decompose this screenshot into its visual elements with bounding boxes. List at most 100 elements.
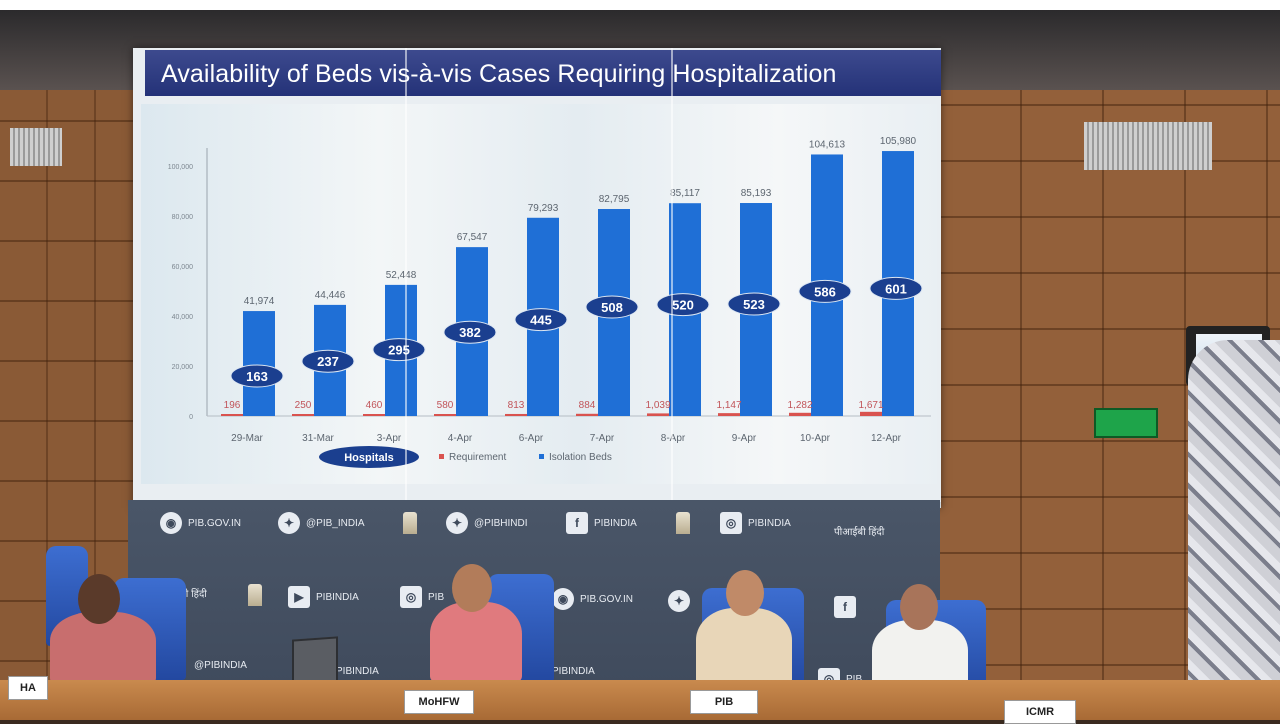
requirement-bar bbox=[292, 414, 314, 416]
backdrop-item: ◉ PIB.GOV.IN bbox=[552, 588, 633, 610]
isolation-beds-bar bbox=[243, 311, 275, 416]
backdrop-item: f PIBINDIA bbox=[566, 512, 637, 534]
bar-chart: 0 20,000 40,000 60,000 80,000 100,000 41,974 19… bbox=[168, 136, 931, 468]
requirement-label: 250 bbox=[295, 400, 312, 411]
requirement-bar bbox=[718, 413, 740, 416]
y-tick-label: 80,000 bbox=[172, 214, 194, 221]
isolation-beds-label: 105,980 bbox=[880, 136, 917, 147]
backdrop-item: ◎ PIB bbox=[400, 586, 444, 608]
legend-beds-swatch bbox=[539, 454, 544, 459]
hospitals-label: 601 bbox=[885, 281, 907, 296]
exit-sign bbox=[1094, 408, 1158, 438]
laptop bbox=[292, 636, 338, 686]
requirement-label: 196 bbox=[224, 400, 241, 411]
twitter-bird-icon: ✦ bbox=[278, 512, 300, 534]
isolation-beds-label: 41,974 bbox=[244, 296, 275, 307]
y-tick-label: 0 bbox=[189, 414, 193, 421]
hospitals-label: 163 bbox=[246, 369, 268, 384]
isolation-beds-label: 85,193 bbox=[741, 188, 772, 199]
panelist-head bbox=[900, 584, 938, 630]
projection-screen: Availability of Beds vis-à-vis Cases Req… bbox=[133, 48, 941, 508]
backdrop-item: PIBINDIA bbox=[336, 666, 379, 677]
panelist-head bbox=[452, 564, 492, 612]
slide-title: Availability of Beds vis-à-vis Cases Req… bbox=[161, 60, 837, 88]
hospitals-label: 382 bbox=[459, 325, 481, 340]
instagram-icon: ◎ bbox=[400, 586, 422, 608]
national-emblem-icon bbox=[403, 512, 417, 534]
isolation-beds-label: 52,448 bbox=[386, 270, 417, 281]
desk bbox=[0, 680, 1280, 720]
pib-logo-icon: ◉ bbox=[160, 512, 182, 534]
panelist-head bbox=[726, 570, 764, 616]
backdrop-item: ✦ bbox=[668, 590, 690, 612]
requirement-label: 884 bbox=[579, 400, 596, 411]
x-tick-label: 8-Apr bbox=[661, 433, 686, 444]
hospitals-marker bbox=[301, 349, 355, 373]
y-tick-label: 100,000 bbox=[168, 164, 193, 171]
x-tick-label: 9-Apr bbox=[732, 433, 757, 444]
youtube-icon: ▶ bbox=[288, 586, 310, 608]
facebook-icon: f bbox=[834, 596, 856, 618]
panelist-head bbox=[78, 574, 120, 624]
hospitals-marker bbox=[869, 276, 923, 300]
isolation-beds-label: 85,117 bbox=[670, 188, 700, 199]
backdrop-item: PIBINDIA bbox=[552, 666, 595, 677]
hospitals-label: 586 bbox=[814, 284, 836, 299]
hospitals-label: 295 bbox=[388, 343, 410, 358]
hospitals-marker bbox=[727, 292, 781, 316]
hospitals-marker bbox=[514, 308, 568, 332]
panelist bbox=[696, 608, 792, 688]
air-vent-left bbox=[10, 128, 62, 166]
isolation-beds-label: 79,293 bbox=[528, 203, 559, 214]
hospitals-label: 237 bbox=[317, 354, 339, 369]
facebook-icon: f bbox=[566, 512, 588, 534]
requirement-bar bbox=[576, 413, 598, 416]
chart-panel: 0 20,000 40,000 60,000 80,000 100,000 41,974 19… bbox=[141, 104, 937, 484]
x-tick-label: 29-Mar bbox=[231, 433, 263, 444]
backdrop-item: @PIBINDIA bbox=[194, 660, 247, 671]
isolation-beds-label: 82,795 bbox=[599, 194, 630, 205]
legend-requirement-swatch bbox=[439, 454, 444, 459]
legend-requirement-label: Requirement bbox=[449, 452, 506, 463]
x-tick-label: 6-Apr bbox=[519, 433, 544, 444]
backdrop-item: ◉ PIB.GOV.IN bbox=[160, 512, 241, 534]
foreground-person bbox=[1188, 340, 1280, 720]
hospitals-marker bbox=[230, 364, 284, 388]
legend-beds-label: Isolation Beds bbox=[549, 452, 612, 463]
hospitals-label: 508 bbox=[601, 300, 623, 315]
instagram-icon: ◎ bbox=[720, 512, 742, 534]
x-tick-label: 3-Apr bbox=[377, 433, 402, 444]
x-tick-label: 31-Mar bbox=[302, 433, 334, 444]
backdrop-item: ✦ @PIB_INDIA bbox=[278, 512, 365, 534]
twitter-bird-icon: ✦ bbox=[446, 512, 468, 534]
x-tick-label: 10-Apr bbox=[800, 433, 831, 444]
requirement-label: 813 bbox=[508, 400, 525, 411]
requirement-bar bbox=[789, 412, 811, 416]
slide-title-bar: Availability of Beds vis-à-vis Cases Req… bbox=[145, 50, 941, 96]
backdrop-item bbox=[403, 512, 417, 534]
hospitals-marker bbox=[585, 295, 639, 319]
panelist bbox=[430, 602, 522, 682]
nameplate: HA bbox=[8, 676, 48, 700]
hospitals-label: 445 bbox=[530, 313, 552, 328]
requirement-label: 1,147 bbox=[716, 400, 741, 411]
hospitals-label: 520 bbox=[672, 298, 694, 313]
y-tick-label: 60,000 bbox=[172, 264, 194, 271]
y-tick-label: 40,000 bbox=[172, 314, 194, 321]
requirement-bar bbox=[505, 413, 527, 416]
backdrop-item: f bbox=[834, 596, 856, 618]
requirement-label: 1,039 bbox=[645, 400, 670, 411]
pib-logo-icon: ◉ bbox=[552, 588, 574, 610]
requirement-bar bbox=[221, 414, 243, 416]
national-emblem-icon bbox=[248, 584, 262, 606]
backdrop-item: ▶ PIBINDIA bbox=[288, 586, 359, 608]
hospitals-marker bbox=[443, 320, 497, 344]
requirement-bar bbox=[363, 414, 385, 416]
legend-hospitals-marker bbox=[319, 446, 419, 468]
isolation-beds-label: 67,547 bbox=[457, 232, 488, 243]
requirement-label: 1,282 bbox=[787, 400, 812, 411]
backdrop-item: बी हिंदी bbox=[180, 589, 207, 600]
panelist bbox=[50, 612, 156, 684]
nameplate: MoHFW bbox=[404, 690, 474, 714]
twitter-bird-icon: ✦ bbox=[668, 590, 690, 612]
